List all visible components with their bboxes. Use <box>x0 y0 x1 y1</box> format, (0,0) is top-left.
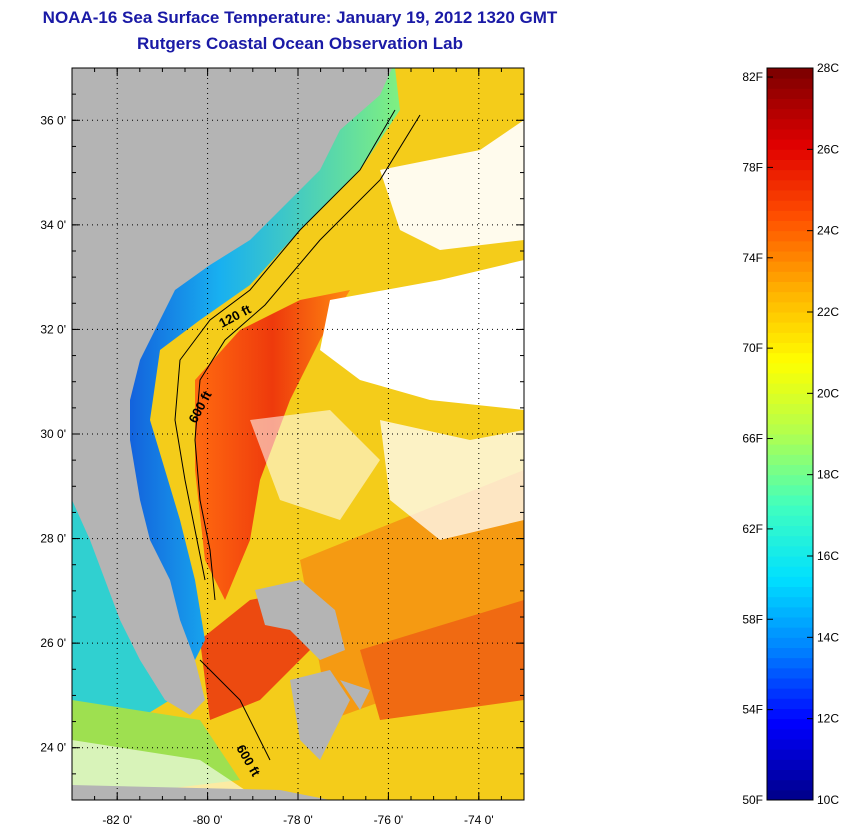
x-tick-label: -82 0' <box>102 813 132 827</box>
bahamas-land <box>255 580 345 660</box>
x-tick-label: -74 0' <box>464 813 494 827</box>
cloud-mask <box>380 420 524 540</box>
x-tick-label: -80 0' <box>193 813 223 827</box>
y-tick-label: 28 0' <box>40 532 66 546</box>
contour-600ft-south <box>199 659 271 761</box>
land-mass <box>72 68 392 715</box>
y-tick-label: 30 0' <box>40 427 66 441</box>
map-subtitle: Rutgers Coastal Ocean Observation Lab <box>137 34 463 53</box>
y-tick-label: 26 0' <box>40 636 66 650</box>
axis-ticks: -82 0' -80 0' -78 0' -76 0' -74 0' 36 0' 34 0'… <box>40 67 525 827</box>
x-tick-label: -76 0' <box>374 813 404 827</box>
cloud-mask <box>320 260 524 410</box>
warm-band <box>360 600 524 720</box>
y-tick-label: 36 0' <box>40 113 66 127</box>
bahamas-land <box>340 680 370 710</box>
cuba-land <box>72 785 330 800</box>
y-tick-label: 24 0' <box>40 741 66 755</box>
y-tick-label: 32 0' <box>40 322 66 336</box>
cloud-mask <box>250 410 380 520</box>
bahamas-land <box>290 670 350 760</box>
contour-600ft <box>194 114 421 601</box>
map-title: NOAA-16 Sea Surface Temperature: January… <box>42 8 558 27</box>
y-tick-label: 34 0' <box>40 218 66 232</box>
graticule <box>72 68 524 800</box>
cloud-mask <box>72 740 260 800</box>
cloud-mask <box>380 120 524 250</box>
contour-120ft <box>174 109 396 581</box>
x-tick-label: -78 0' <box>283 813 313 827</box>
